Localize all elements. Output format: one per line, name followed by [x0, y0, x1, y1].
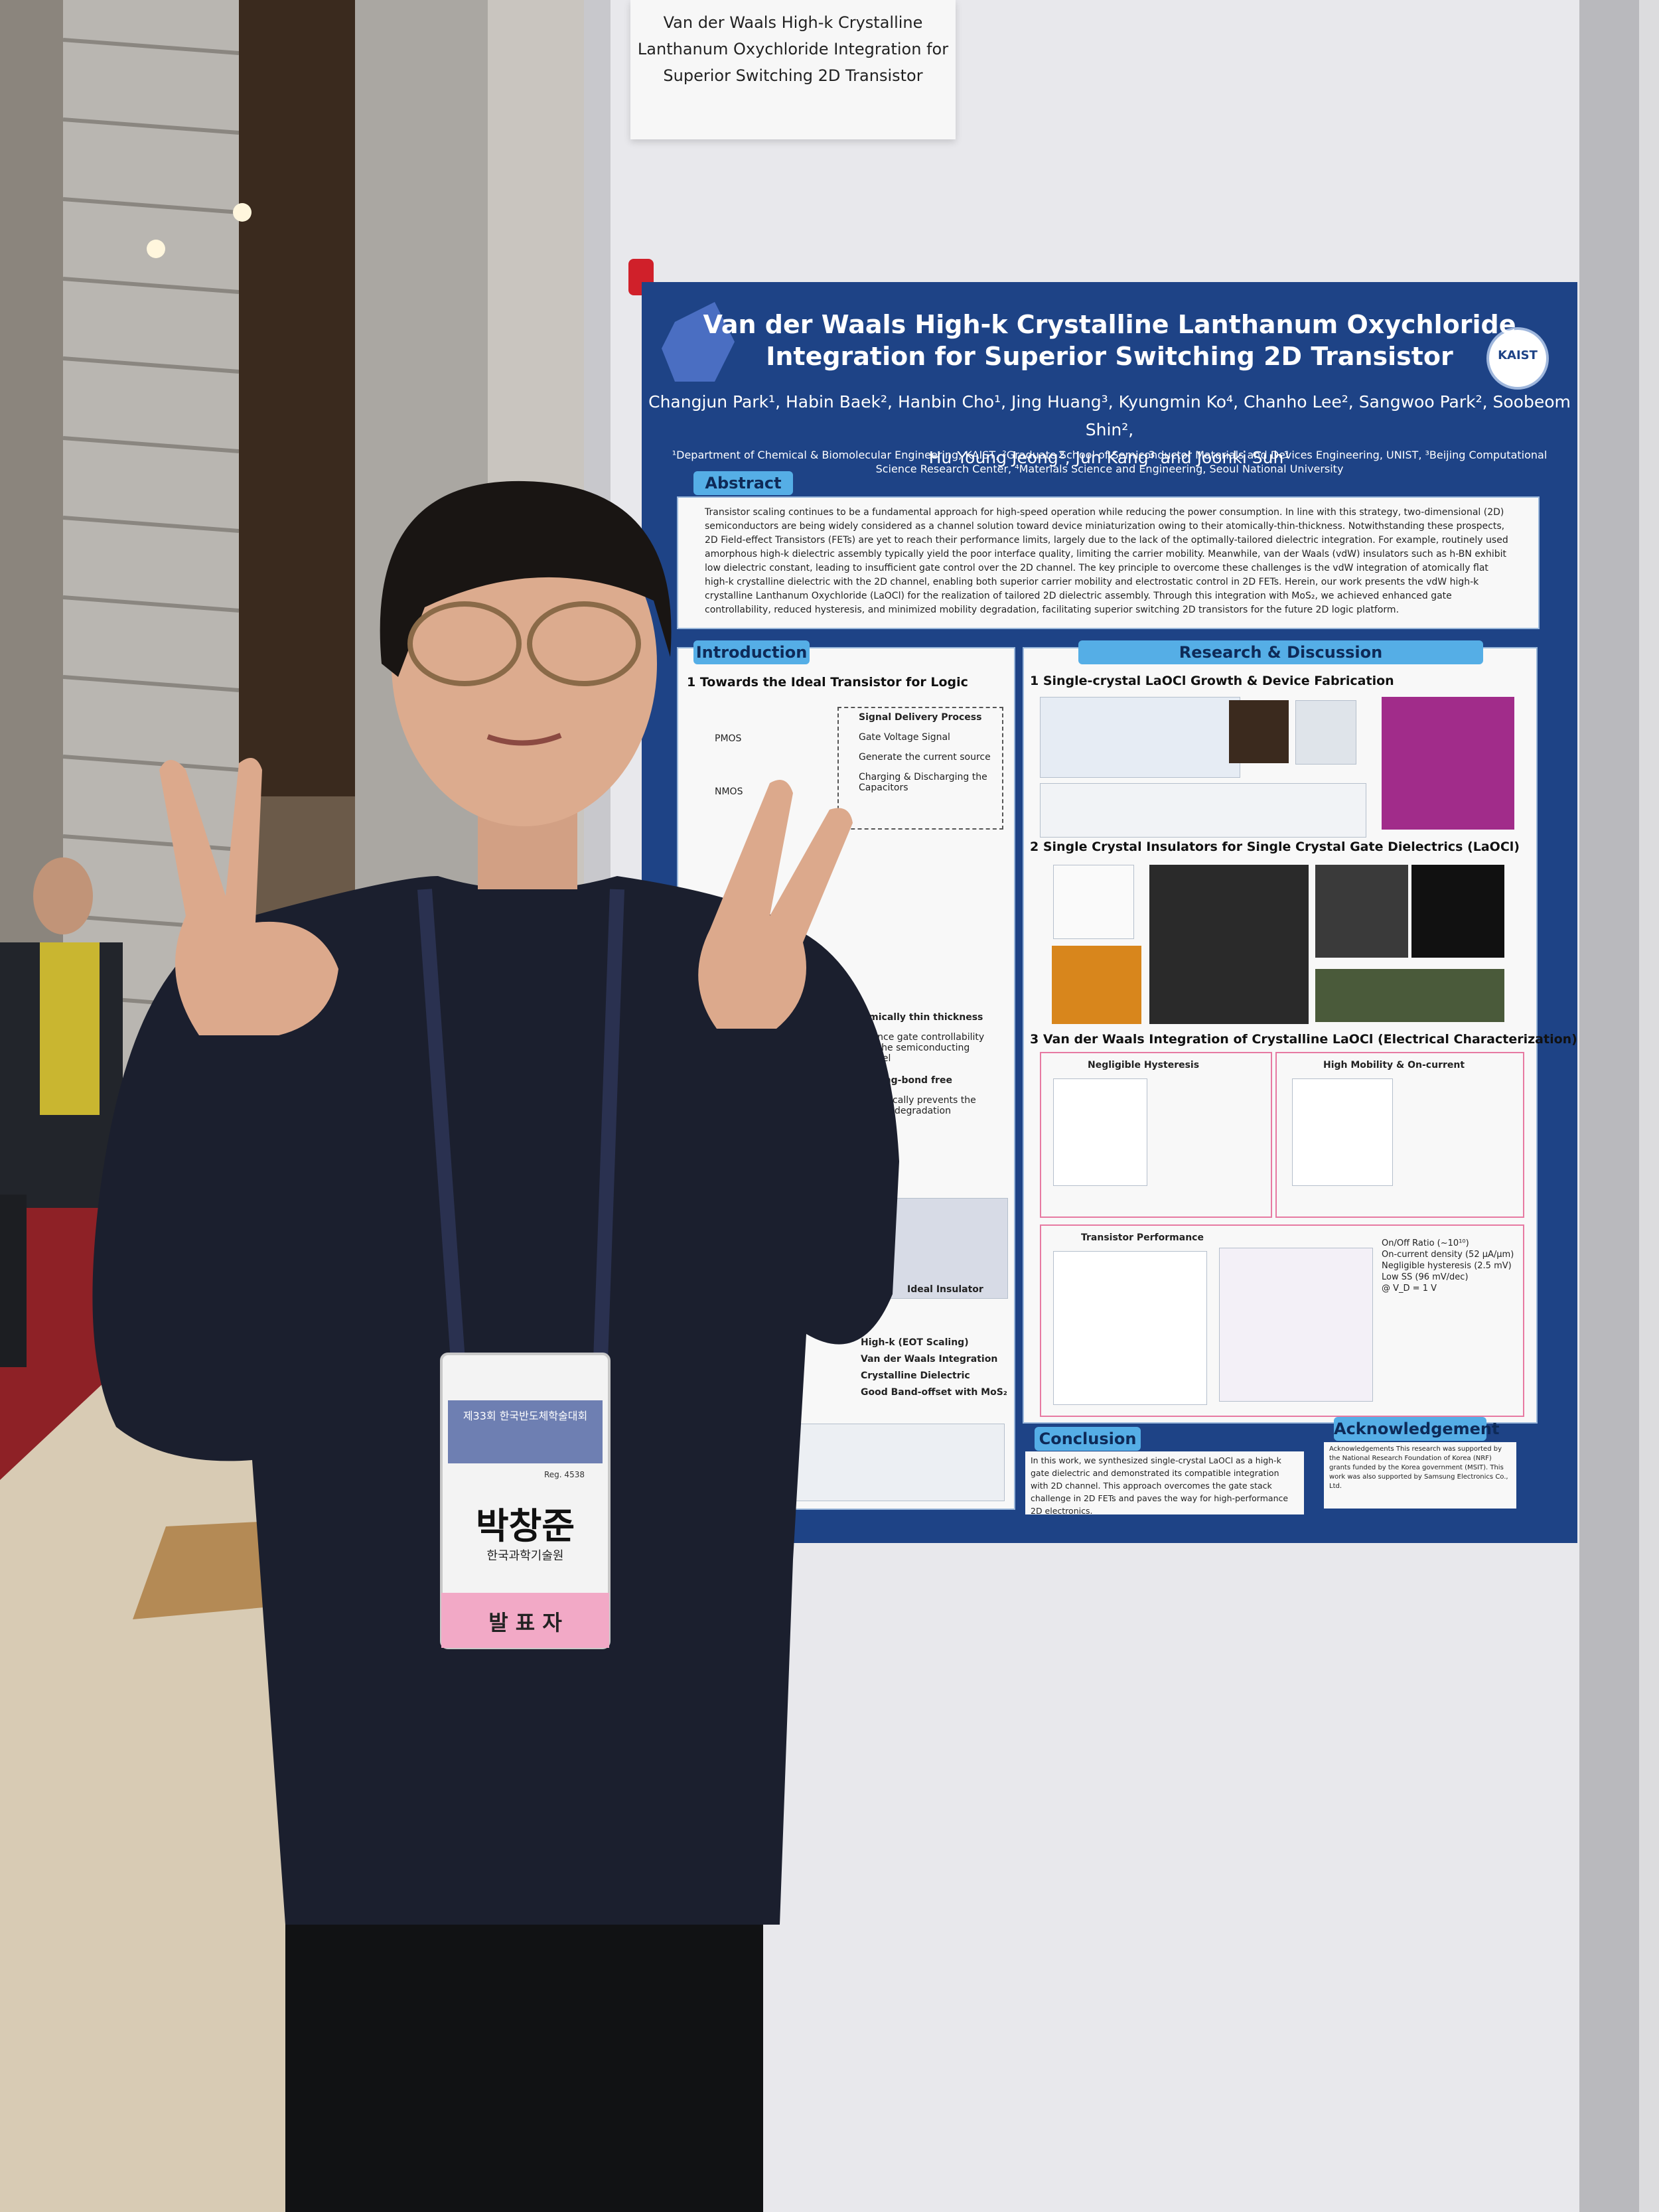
affiliations: ¹Department of Chemical & Biomolecular E… — [662, 448, 1557, 476]
section-heading: 3 Van der Waals Integration of Crystalli… — [1030, 1032, 1577, 1047]
section-heading: 1 Towards the Ideal Transistor for Logic — [687, 675, 968, 690]
floor-tile — [133, 1520, 299, 1619]
badge-event: 제33회 한국반도체학술대회 — [463, 1410, 588, 1422]
ceiling-light — [233, 203, 252, 222]
insulator-label: Ideal Insulator — [907, 1284, 983, 1295]
diffraction-image — [1411, 865, 1504, 958]
performance-item: @ V_D = 1 V — [1382, 1284, 1437, 1293]
spectrum-plot — [1295, 700, 1356, 765]
badge-reg: Reg. 4538 — [544, 1470, 585, 1479]
lanyard — [417, 889, 465, 1361]
circuit-label: NMOS — [715, 786, 743, 797]
circuit-label: PMOS — [715, 733, 742, 744]
hysteresis-panel: Negligible Hysteresis — [1040, 1052, 1272, 1218]
research-heading: Research & Discussion — [1078, 640, 1483, 664]
mobility-panel: High Mobility & On-current — [1275, 1052, 1524, 1218]
drain-current-plot — [1053, 1251, 1207, 1405]
signal-item: Charging & Discharging the Capacitors — [859, 772, 987, 793]
performance-item: On-current density (52 µA/µm) — [1382, 1250, 1514, 1260]
panel-title: Negligible Hysteresis — [1088, 1060, 1200, 1070]
signal-box: Signal Delivery Process Gate Voltage Sig… — [837, 707, 1003, 830]
band-figure — [764, 1424, 1005, 1501]
title-line: Integration for Superior Switching 2D Tr… — [766, 342, 1453, 371]
stem-image — [1149, 865, 1309, 1024]
poster-decor — [662, 302, 1549, 390]
acknowledgement-heading: Acknowledgement — [1334, 1417, 1500, 1441]
label-card: Van der Waals High-k Crystalline Lanthan… — [630, 0, 956, 139]
badge-affiliation: 한국과학기술원 — [486, 1549, 564, 1563]
laocl-point: Crystalline Dielectric — [861, 1370, 970, 1381]
bystander-vest — [40, 942, 100, 1115]
signal-item: Generate the current source — [859, 752, 991, 763]
laocl-point: Good Band-offset with MoS₂ — [861, 1387, 1007, 1398]
poster-title: Van der Waals High-k Crystalline Lanthan… — [642, 309, 1577, 372]
section-heading: 1 Single-crystal LaOCl Growth & Device F… — [1030, 674, 1394, 688]
laocl-point: Van der Waals Integration — [861, 1354, 998, 1364]
process-figure — [1040, 783, 1366, 838]
performance-list: On/Off Ratio (~10¹⁰) On-current density … — [1382, 1238, 1514, 1294]
label-line: Lanthanum Oxychloride Integration for — [637, 40, 949, 58]
intro-point: Atomically thin thickness — [851, 1012, 983, 1023]
stem-zoom — [1315, 865, 1408, 958]
bandgap-plot — [1053, 865, 1134, 939]
pants — [285, 1891, 763, 2212]
panel-title: Transistor Performance — [1081, 1232, 1204, 1243]
glasses-lens — [527, 601, 641, 686]
performance-panel: Transistor Performance — [1040, 1224, 1524, 1417]
growth-figure — [1040, 697, 1240, 778]
eds-maps — [1315, 969, 1504, 1022]
bystander-legs — [0, 1195, 27, 1367]
benchmark-plots — [1219, 1248, 1373, 1402]
affiliation-line: ¹Department of Chemical & Biomolecular E… — [672, 449, 1548, 461]
column-stripes — [0, 0, 63, 1128]
idpc-image — [1052, 946, 1141, 1024]
board-frame — [1579, 0, 1646, 2212]
author-line: Changjun Park¹, Habin Baek², Hanbin Cho¹… — [648, 392, 1571, 439]
panel-title: High Mobility & On-current — [1323, 1060, 1465, 1070]
badge-name: 박창준 — [475, 1505, 575, 1547]
authors: Changjun Park¹, Habin Baek², Hanbin Cho¹… — [642, 388, 1577, 472]
conclusion-text: In this work, we synthesized single-crys… — [1025, 1451, 1304, 1516]
badge-header — [448, 1400, 603, 1463]
title-line: Van der Waals High-k Crystalline Lanthan… — [703, 310, 1516, 339]
laocl-point: High-k (EOT Scaling) — [861, 1337, 969, 1348]
kaist-seal — [1486, 327, 1549, 390]
glasses-lens — [407, 601, 522, 686]
signal-item: Gate Voltage Signal — [859, 732, 950, 743]
left-hand — [159, 758, 338, 1035]
badge-role-band — [441, 1593, 609, 1648]
abstract-heading: Abstract — [693, 471, 793, 495]
mouth — [486, 733, 562, 746]
performance-item: Low SS (96 mV/dec) — [1382, 1272, 1469, 1282]
lanyard — [593, 889, 624, 1361]
performance-item: On/Off Ratio (~10¹⁰) — [1382, 1238, 1469, 1248]
author-line: Hu Young Jeong², Jun Kang³ and Joonki Su… — [928, 448, 1291, 467]
n2-logo — [662, 302, 735, 382]
microscope-image — [1229, 700, 1289, 763]
device-image — [1382, 697, 1514, 830]
right-hand — [698, 780, 853, 1029]
introduction-heading: Introduction — [693, 640, 810, 664]
label-line: Van der Waals High-k Crystalline — [663, 13, 923, 32]
board-edge — [1639, 0, 1659, 2212]
kaist-logo: KAIST — [1498, 348, 1538, 362]
label-line: Superior Switching 2D Transistor — [663, 66, 923, 85]
ceiling-light — [147, 240, 165, 258]
transfer-plot — [1292, 1078, 1393, 1186]
dark-gap — [239, 0, 355, 796]
transfer-plot — [1053, 1078, 1147, 1186]
section-heading: 2 Single Crystal Insulators for Single C… — [1030, 840, 1520, 854]
performance-item: Negligible hysteresis (2.5 mV) — [1382, 1261, 1512, 1271]
conclusion-heading: Conclusion — [1035, 1427, 1141, 1451]
bystander-head — [33, 857, 93, 934]
hair — [380, 480, 672, 677]
acknowledgement-text: Acknowledgements This research was suppo… — [1324, 1442, 1516, 1509]
abstract-text: Transistor scaling continues to be a fun… — [677, 496, 1540, 629]
badge-role: 발 표 자 — [488, 1610, 562, 1635]
signal-title: Signal Delivery Process — [859, 712, 982, 723]
affiliation-line: Science Research Center, ⁴Materials Scie… — [875, 463, 1344, 475]
